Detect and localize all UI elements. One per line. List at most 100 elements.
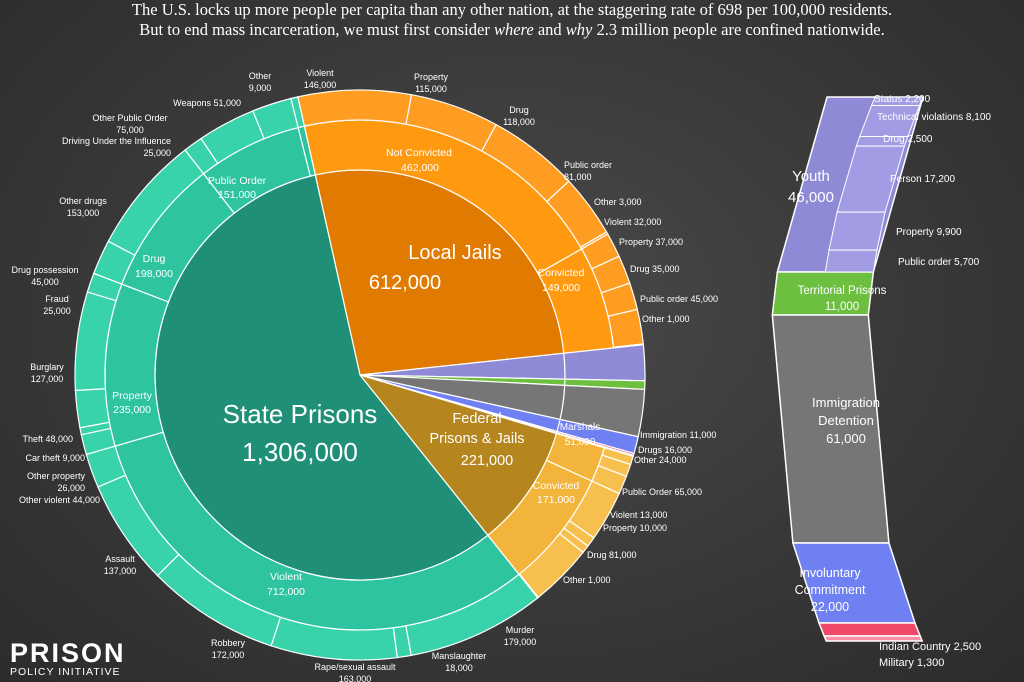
jail-outer-label-8: Public order 45,000 [640,294,718,304]
intro-line-1: The U.S. locks up more people per capita… [131,0,893,19]
state-outer-label-9: Burglary [30,362,64,372]
jail-outer-label-4: Other 3,000 [594,197,642,207]
group-label-violent: Violent [270,571,302,583]
group-value-drug: 198,000 [135,268,173,280]
youth-item-label-5: Public order 5,700 [898,257,980,268]
group-label-not-convicted: Not Convicted [386,147,452,159]
jail-outer-label-6: Property 37,000 [619,237,683,247]
state-center-title: State Prisons [223,399,378,429]
youth-item-label-3: Person 17,200 [890,174,955,185]
youth-item-label-1: Technical violations 8,100 [877,112,991,123]
side-bar-military [823,635,924,642]
state-outer-label-6: Other property [27,471,86,481]
immigration-value: 61,000 [826,431,866,446]
state-outer-value-1: 18,000 [445,663,473,673]
federal-outer-label-2: Other 24,000 [634,455,687,465]
intro-line-2: But to end mass incarceration, we must f… [139,20,885,39]
indian-country-label: Indian Country 2,500 [879,641,981,653]
group-label-property: Property [112,390,152,402]
immigration-title: Immigration [812,395,880,410]
federal-center-line2: Prisons & Jails [429,431,524,447]
state-outer-value-14: 75,000 [116,125,144,135]
jail-label-drug: Drug [509,105,529,115]
state-outer-label-7: Car theft 9,000 [25,453,85,463]
jail-outer-label-9: Other 1,000 [642,314,690,324]
prison-policy-logo: PRISON POLICY INITIATIVE [10,640,126,679]
group-value-not-convicted: 462,000 [401,162,439,174]
state-outer-label-11: Drug possession [11,265,78,275]
group-label-fed-convicted: Convicted [533,480,580,492]
side-bar-indian [817,622,922,637]
state-outer-value-3: 172,000 [212,650,245,660]
intro-why: why [565,20,593,39]
item-state-prisons-other [290,96,306,129]
group-label-marshals: Marshals [560,422,601,433]
state-outer-label-10: Fraud [45,294,69,304]
group-value-jail-convicted: 149,000 [542,282,580,294]
group-label-public-order: Public Order [208,175,267,187]
group-value-property: 235,000 [113,404,151,416]
state-outer-value-13: 25,000 [143,148,171,158]
state-outer-label-2: Rape/sexual assault [314,662,396,672]
logo-line-2: POLICY INITIATIVE [10,666,121,678]
youth-title: Youth [792,168,830,185]
state-outer-value-10: 25,000 [43,306,71,316]
state-outer-label-14: Other Public Order [92,113,167,123]
group-value-marshals: 51,000 [565,437,596,448]
state-outer-value-11: 45,000 [31,277,59,287]
youth-item-label-4: Property 9,900 [896,227,962,238]
jail-label-public-order: Public order [564,160,612,170]
intro-where: where [493,20,534,39]
territorial-value: 11,000 [825,301,859,313]
federal-center-value: 221,000 [461,453,513,469]
group-value-public-order: 151,000 [218,189,256,201]
group-label-drug: Drug [143,253,166,265]
youth-item-label-2: Drug 2,500 [883,134,933,145]
jail-value-public-order: 81,000 [564,172,592,182]
jails-center-value: 612,000 [369,272,441,294]
youth-item-label-0: Status 2,200 [874,94,931,105]
federal-center-line1: Federal [452,411,501,427]
state-outer-label-1: Manslaughter [432,651,487,661]
jail-outer-label-7: Drug 35,000 [630,264,680,274]
state-outer-label-5: Other violent 44,000 [19,495,100,505]
federal-outer-label-5: Property 10,000 [603,523,667,533]
territorial-title: Territorial Prisons [798,285,887,297]
youth-segment-4 [828,211,886,251]
state-outer-value-9: 127,000 [31,374,64,384]
federal-outer-label-6: Drug 81,000 [587,550,637,560]
intro-text: The U.S. locks up more people per capita… [0,0,1024,40]
group-value-fed-convicted: 171,000 [537,494,575,506]
jail-value-drug: 118,000 [503,117,535,127]
side-bar-immigration [771,314,890,544]
state-outer-value-4: 137,000 [104,566,137,576]
federal-outer-label-7: Other 1,000 [563,575,611,585]
immigration-subtitle: Detention [818,413,874,428]
state-center-value: 1,306,000 [242,437,358,467]
state-outer-value-0: 179,000 [504,637,537,647]
federal-outer-label-1: Drugs 16,000 [638,445,692,455]
group-value-violent: 712,000 [267,586,305,598]
jail-value-violent: 146,000 [304,80,337,90]
jail-label-property: Property [414,72,449,82]
state-outer-label-4: Assault [105,554,135,564]
state-outer-value-6: 26,000 [57,483,85,493]
state-outer-label-8: Theft 48,000 [22,434,73,444]
federal-outer-label-3: Public Order 65,000 [622,487,702,497]
state-outer-label-15: Weapons 51,000 [173,98,241,108]
civil-value: 22,000 [811,600,849,614]
federal-outer-label-4: Violent 13,000 [610,510,667,520]
jail-outer-label-5: Violent 32,000 [604,217,661,227]
state-outer-value-16: 9,000 [249,83,272,93]
item-local-jails-public-order [607,308,644,348]
state-outer-label-3: Robbery [211,638,246,648]
military-label: Military 1,300 [879,657,944,669]
state-outer-label-0: Murder [506,625,535,635]
youth-segment-5 [824,249,878,273]
youth-value: 46,000 [788,189,834,206]
jail-label-violent: Violent [306,68,334,78]
item-state-prisons-theft [74,388,111,429]
jails-center-title: Local Jails [408,242,501,264]
